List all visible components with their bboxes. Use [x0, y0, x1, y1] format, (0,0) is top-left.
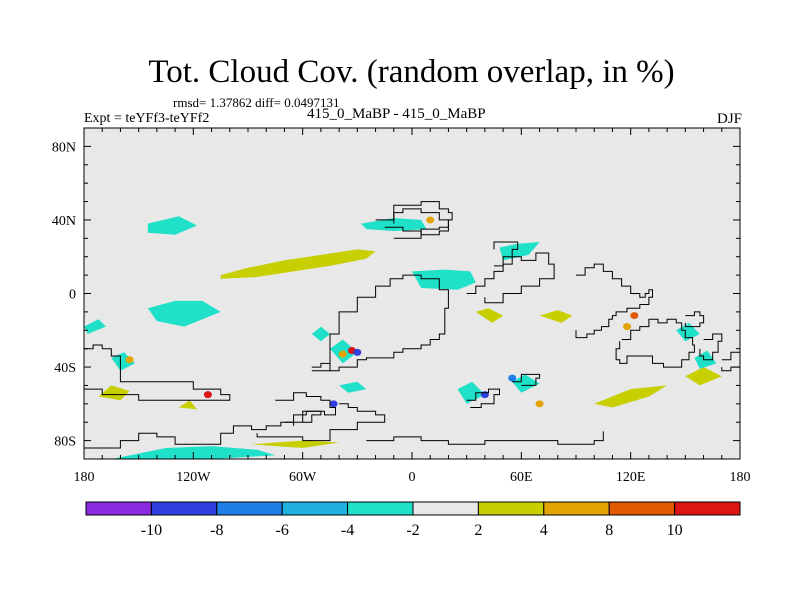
contour-region — [147, 300, 221, 327]
plot-area — [84, 128, 740, 459]
contour-hotspot — [203, 391, 212, 399]
coastline — [684, 311, 705, 328]
contour-hotspot — [338, 350, 347, 358]
colorbar-label: 2 — [474, 522, 482, 539]
comparison-label: 415_0_MaBP - 415_0_MaBP — [307, 106, 486, 122]
coastline — [329, 274, 449, 372]
contour-region — [512, 374, 540, 393]
y-tick-label: 40N — [52, 214, 76, 229]
x-tick-label: 60E — [510, 470, 533, 485]
x-tick-label: 120W — [176, 470, 211, 485]
contour-region — [98, 385, 130, 401]
coastline — [366, 431, 604, 445]
colorbar-swatch — [347, 501, 414, 516]
coastline — [466, 252, 555, 304]
coastline — [512, 373, 541, 386]
colorbar-swatch — [543, 501, 610, 516]
chart-title: Tot. Cloud Cov. (random overlap, in %) — [148, 54, 675, 90]
stats-line: rmsd= 1.37862 diff= 0.0497131 — [173, 95, 340, 110]
coastline — [721, 351, 740, 372]
colorbar-swatch — [412, 501, 479, 516]
x-tick-label: 180 — [74, 470, 95, 485]
colorbar-label: -4 — [341, 522, 354, 539]
colorbar-swatch — [281, 501, 349, 516]
contour-hotspot — [125, 356, 134, 364]
coastline — [284, 410, 322, 426]
contour-region — [539, 310, 573, 323]
coastline — [84, 348, 231, 401]
contour-hotspot — [508, 374, 517, 382]
y-tick-label: 80S — [54, 435, 76, 450]
contour-hotspot — [353, 348, 362, 356]
contour-region — [339, 381, 367, 393]
x-tick-label: 0 — [409, 470, 416, 485]
colorbar-label: 8 — [605, 522, 613, 539]
colorbar-label: -8 — [210, 522, 223, 539]
colorbar-label: -10 — [141, 522, 162, 539]
colorbar-swatch — [216, 501, 283, 516]
colorbar-label: 4 — [540, 522, 548, 539]
contour-region — [361, 218, 427, 231]
contour-region — [311, 326, 330, 342]
contour-region — [251, 440, 340, 448]
contour-region — [475, 308, 504, 323]
coastline — [575, 263, 653, 339]
coastline — [615, 318, 695, 368]
coastline — [84, 392, 336, 449]
colorbar-swatch — [674, 501, 741, 516]
season-label: DJF — [716, 111, 742, 127]
contour-hotspot — [535, 400, 544, 408]
contour-hotspot — [480, 391, 489, 399]
axes: 180 120W 60W 0 60E 120E 180 80N 40N 0 40S 80S — [52, 127, 751, 485]
colorbar-swatch — [477, 501, 545, 516]
coastline — [393, 208, 449, 239]
contour-region — [220, 249, 376, 279]
coastline — [466, 388, 500, 408]
contour-region — [178, 400, 197, 410]
colorbar: -10 -8 -6 -4 -2 2 4 8 10 — [85, 501, 741, 539]
contour-region — [685, 367, 722, 386]
coastline — [493, 241, 519, 267]
colorbar-label: -6 — [276, 522, 289, 539]
x-tick-label: 120E — [616, 470, 646, 485]
colorbar-swatch — [608, 501, 676, 516]
contour-region — [457, 381, 485, 404]
contour-region — [499, 242, 540, 261]
coastline — [375, 201, 453, 236]
coastline — [84, 344, 103, 350]
contour-hotspot — [623, 323, 632, 331]
colorbar-swatch — [85, 501, 152, 516]
experiment-label: Expt = teYFf3-teYFf2 — [84, 111, 210, 126]
y-tick-label: 80N — [52, 140, 76, 155]
colorbar-label: 10 — [667, 522, 683, 539]
coastline — [699, 333, 723, 361]
contour-region — [111, 352, 135, 371]
contour-region — [84, 319, 106, 334]
contour-region — [147, 216, 197, 235]
map-background — [84, 128, 740, 459]
colorbar-swatch — [150, 501, 218, 516]
coastline — [256, 403, 386, 442]
contour-region — [412, 269, 476, 290]
contour-region — [594, 385, 668, 408]
contour-hotspot — [630, 312, 639, 320]
y-tick-label: 0 — [69, 288, 76, 303]
x-tick-label: 180 — [730, 470, 751, 485]
contour-hotspot — [329, 400, 338, 408]
colorbar-label: -2 — [406, 522, 419, 539]
x-tick-label: 60W — [289, 470, 317, 485]
contour-hotspot — [426, 216, 435, 224]
y-tick-label: 40S — [54, 361, 76, 376]
